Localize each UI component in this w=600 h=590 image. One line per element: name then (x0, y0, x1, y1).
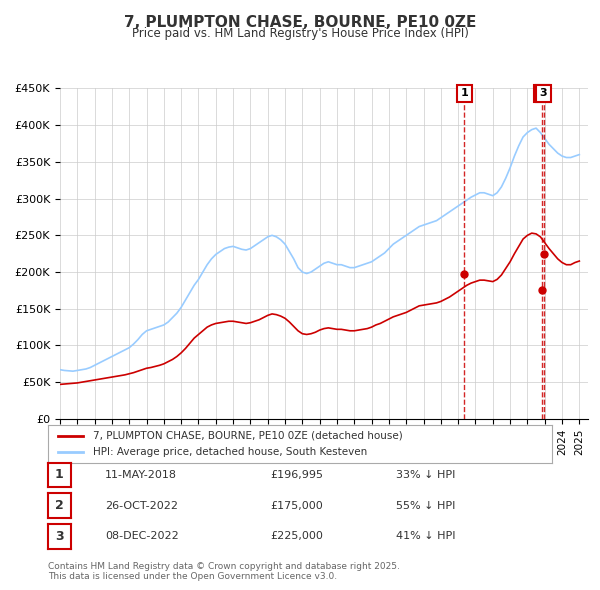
Text: 41% ↓ HPI: 41% ↓ HPI (396, 532, 455, 541)
Text: HPI: Average price, detached house, South Kesteven: HPI: Average price, detached house, Sout… (94, 447, 368, 457)
Text: £196,995: £196,995 (270, 470, 323, 480)
Text: 3: 3 (55, 530, 64, 543)
Text: 3: 3 (539, 88, 547, 99)
Text: 2: 2 (538, 88, 545, 99)
Text: 11-MAY-2018: 11-MAY-2018 (105, 470, 177, 480)
Text: 1: 1 (461, 88, 468, 99)
Text: 1: 1 (55, 468, 64, 481)
Text: 7, PLUMPTON CHASE, BOURNE, PE10 0ZE: 7, PLUMPTON CHASE, BOURNE, PE10 0ZE (124, 15, 476, 30)
Text: Price paid vs. HM Land Registry's House Price Index (HPI): Price paid vs. HM Land Registry's House … (131, 27, 469, 40)
Text: 2: 2 (55, 499, 64, 512)
Text: 33% ↓ HPI: 33% ↓ HPI (396, 470, 455, 480)
Text: 7, PLUMPTON CHASE, BOURNE, PE10 0ZE (detached house): 7, PLUMPTON CHASE, BOURNE, PE10 0ZE (det… (94, 431, 403, 441)
Text: £175,000: £175,000 (270, 501, 323, 510)
Text: 26-OCT-2022: 26-OCT-2022 (105, 501, 178, 510)
Text: 55% ↓ HPI: 55% ↓ HPI (396, 501, 455, 510)
Text: £225,000: £225,000 (270, 532, 323, 541)
Text: Contains HM Land Registry data © Crown copyright and database right 2025.
This d: Contains HM Land Registry data © Crown c… (48, 562, 400, 581)
Text: 08-DEC-2022: 08-DEC-2022 (105, 532, 179, 541)
